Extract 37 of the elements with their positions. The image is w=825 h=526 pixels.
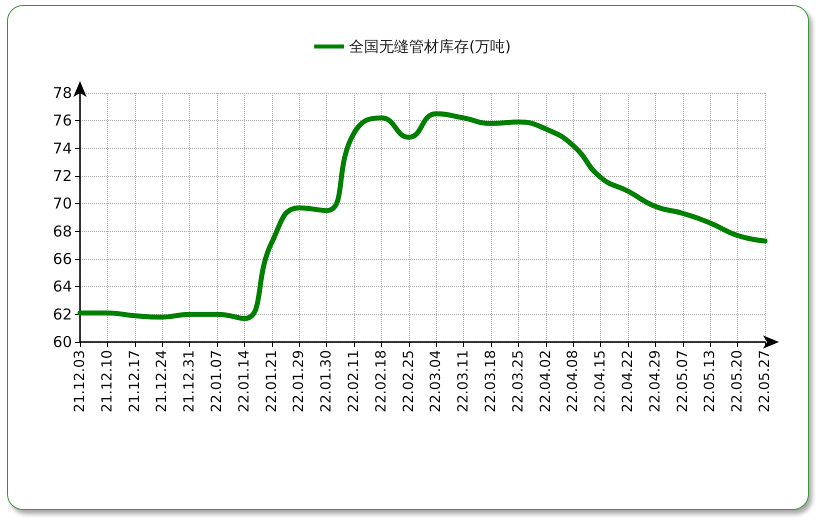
y-tick-label: 74	[52, 139, 72, 158]
x-tick-label: 22.02.18	[373, 350, 390, 412]
x-tick-label: 22.01.14	[236, 350, 252, 412]
x-tick-label: 22.03.25	[510, 350, 526, 412]
y-tick-label: 70	[52, 194, 72, 213]
x-tick-label: 22.03.11	[456, 350, 472, 412]
y-tick-label: 78	[52, 84, 72, 102]
x-tick-label: 22.05.07	[674, 350, 691, 412]
y-tick-label: 64	[52, 278, 72, 296]
y-tick-label: 76	[52, 112, 72, 130]
x-tick-label: 22.04.02	[538, 350, 554, 412]
x-tick-label: 22.01.29	[291, 350, 308, 412]
x-tick-label: 22.04.08	[565, 350, 582, 412]
x-tick-label: 22.05.20	[730, 350, 746, 412]
x-tick-label: 21.12.31	[182, 350, 198, 412]
x-tick-label: 22.05.13	[702, 350, 718, 412]
x-tick-label: 21.12.03	[72, 350, 88, 412]
x-tick-label: 22.04.22	[620, 350, 636, 412]
y-tick-label: 66	[52, 250, 72, 268]
x-tick-label: 22.05.27	[757, 350, 773, 412]
x-tick-label: 22.01.07	[209, 350, 225, 412]
x-tick-label: 21.12.24	[154, 350, 170, 412]
x-tick-label: 22.02.25	[400, 350, 417, 412]
y-tick-label: 60	[52, 333, 72, 351]
x-tick-label: 22.04.29	[647, 350, 664, 412]
y-tick-label: 62	[52, 305, 72, 324]
x-tick-label: 22.01.30	[318, 350, 335, 412]
x-tick-label: 22.04.15	[592, 350, 609, 412]
x-tick-label: 21.12.17	[126, 350, 143, 412]
y-tick-label: 72	[52, 167, 72, 185]
y-tick-label: 68	[52, 222, 72, 240]
x-tick-label: 21.12.10	[99, 350, 116, 412]
x-tick-label: 22.02.11	[346, 350, 362, 412]
legend-label: 全国无缝管材库存(万吨)	[349, 38, 511, 56]
x-tick-label: 22.01.21	[264, 350, 280, 412]
x-tick-label: 22.03.04	[428, 350, 444, 412]
x-tick-label: 22.03.18	[483, 350, 499, 412]
